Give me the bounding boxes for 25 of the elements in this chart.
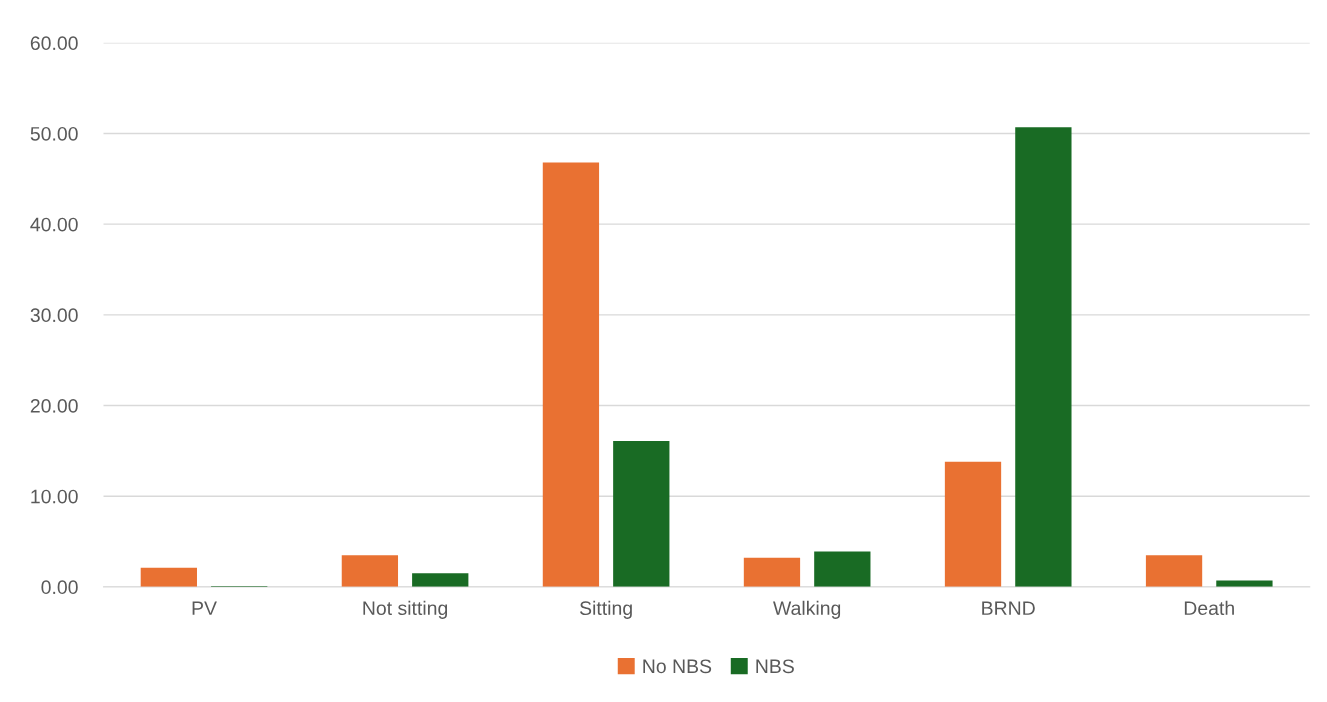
bar (814, 551, 871, 587)
x-tick-label: Death (1184, 600, 1234, 616)
legend-label: No NBS (643, 659, 712, 674)
bar (743, 557, 801, 587)
y-tick-label: 50.00 (30, 126, 78, 141)
bar (140, 567, 197, 587)
x-tick-label: Sitting (579, 600, 632, 619)
x-tick-label: Not sitting (363, 600, 448, 619)
legend-label: NBS (756, 659, 794, 674)
y-tick-label: 20.00 (30, 398, 78, 413)
y-tick-label: 0.00 (41, 580, 78, 595)
bar (1145, 555, 1203, 587)
bar (1015, 127, 1072, 587)
bar (542, 162, 600, 587)
bar (613, 440, 670, 587)
x-tick-label: PV (192, 601, 217, 615)
bar (412, 573, 469, 587)
x-tick-label: Walking (773, 600, 841, 619)
bar (341, 555, 399, 587)
y-tick-label: 60.00 (30, 36, 78, 51)
y-tick-label: 40.00 (30, 217, 78, 232)
bar (944, 461, 1002, 587)
y-tick-label: 10.00 (31, 489, 78, 504)
y-tick-label: 30.00 (30, 308, 78, 323)
x-tick-label: BRND (982, 601, 1035, 615)
